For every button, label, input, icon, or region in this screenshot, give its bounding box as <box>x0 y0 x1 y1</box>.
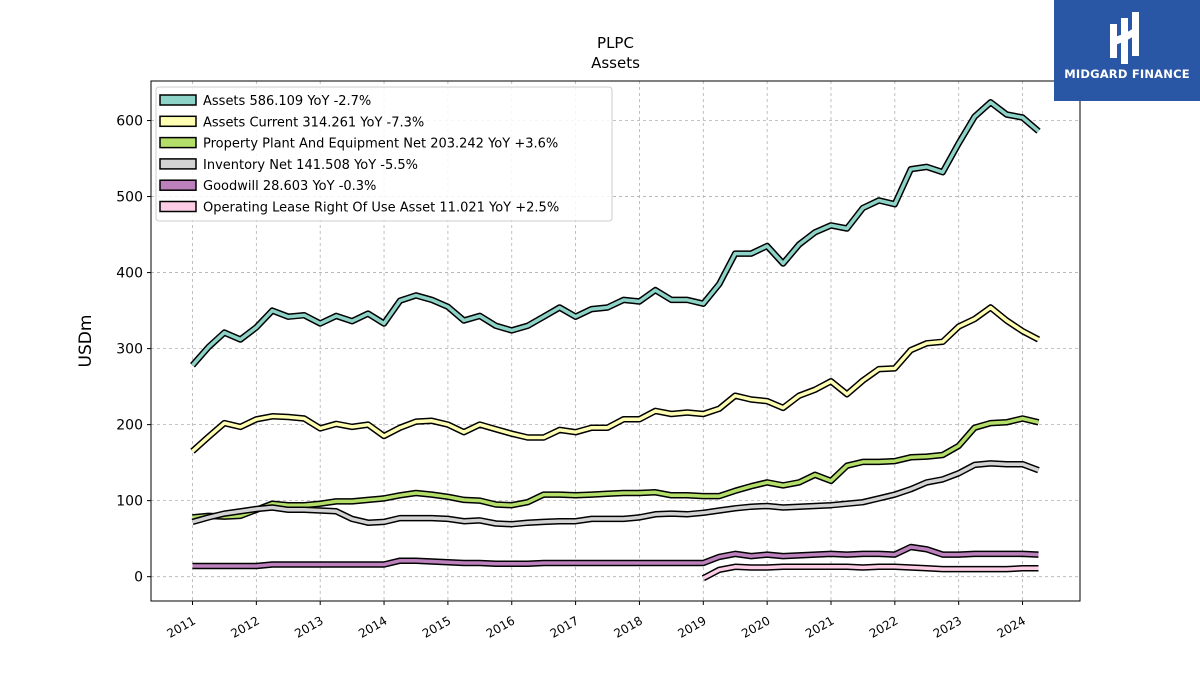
series-line <box>190 99 1041 368</box>
legend-swatch <box>159 179 197 191</box>
x-tick-label: 2017 <box>548 613 581 640</box>
y-tick-label: 600 <box>116 114 143 130</box>
x-tick-label: 2014 <box>356 613 389 640</box>
x-tick-label: 2011 <box>165 613 198 640</box>
series-line-fill <box>702 565 1039 580</box>
series-line <box>190 304 1041 454</box>
series-line-fill <box>192 416 1039 520</box>
midgard-logo-icon <box>1110 12 1139 64</box>
legend-swatch <box>159 158 197 170</box>
y-tick-label: 300 <box>116 342 143 358</box>
legend-label: Assets 586.109 YoY -2.7% <box>203 94 371 109</box>
series-line-fill <box>192 461 1040 526</box>
legend-label: Operating Lease Right Of Use Asset 11.02… <box>203 201 559 216</box>
legend: Assets 586.109 YoY -2.7% Assets Current 3… <box>155 86 613 222</box>
legend-label: Goodwill 28.603 YoY -0.3% <box>203 179 376 194</box>
legend-swatch <box>159 136 197 149</box>
series-line <box>191 460 1040 528</box>
y-tick-label: 0 <box>134 570 143 586</box>
y-axis-label: USDm <box>76 315 96 368</box>
series-line <box>192 543 1039 570</box>
y-tick-label: 400 <box>116 266 143 282</box>
legend-label: Assets Current 314.261 YoY -7.3% <box>203 115 424 130</box>
series-line <box>701 563 1039 582</box>
x-tick-label: 2016 <box>484 613 517 640</box>
plot-frame <box>150 80 1081 602</box>
x-tick-label: 2021 <box>803 613 836 640</box>
legend-swatch <box>159 115 197 128</box>
series-line-fill <box>191 100 1040 367</box>
y-tick-label: 100 <box>116 494 143 510</box>
legend-box <box>155 86 613 222</box>
series-line-fill <box>192 545 1039 568</box>
x-tick-label: 2023 <box>931 613 964 640</box>
x-tick-label: 2013 <box>292 613 325 640</box>
x-tick-label: 2024 <box>995 613 1028 640</box>
chart-subtitle: Assets <box>591 54 640 72</box>
x-tick-label: 2022 <box>867 613 900 640</box>
legend-swatch <box>159 94 197 106</box>
series-line-fill <box>191 305 1040 453</box>
x-tick-label: 2015 <box>420 613 453 640</box>
legend-label: Inventory Net 141.508 YoY -5.5% <box>203 158 418 173</box>
legend-label: Property Plant And Equipment Net 203.242… <box>203 137 558 152</box>
x-tick-label: 2020 <box>739 613 772 640</box>
x-tick-label: 2018 <box>611 613 644 640</box>
legend-swatch <box>159 200 197 213</box>
y-tick-label: 200 <box>116 418 143 434</box>
x-tick-label: 2019 <box>675 613 708 640</box>
y-tick-label: 500 <box>116 190 143 206</box>
brand-name: MIDGARD FINANCE <box>1064 67 1190 81</box>
series-lines <box>190 99 1041 582</box>
brand-logo: MIDGARD FINANCE <box>1054 0 1200 101</box>
series-line <box>192 415 1040 521</box>
x-tick-label: 2012 <box>228 613 261 640</box>
chart-title: PLPC <box>597 34 634 52</box>
